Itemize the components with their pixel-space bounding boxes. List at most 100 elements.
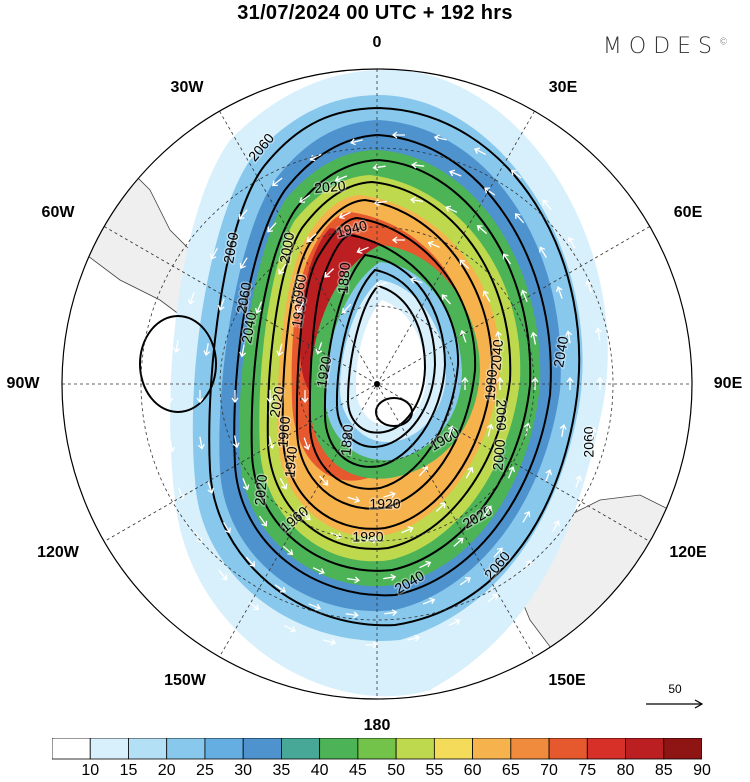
wind-vector-arrow: [279, 477, 288, 490]
wind-speed-shading: [170, 69, 608, 697]
wind-vector-arrow: [231, 390, 239, 404]
colorbar-swatch: [89, 738, 129, 760]
wind-vector-arrow: [596, 376, 604, 390]
contour-2060: [208, 106, 581, 627]
wind-vector-arrow: [312, 567, 325, 575]
wind-vector-arrow: [347, 496, 361, 504]
wind-vector-arrow: [245, 556, 256, 567]
wind-vector-arrow: [510, 169, 522, 179]
colorbar-swatch: [242, 738, 282, 760]
colorbar-swatch: [281, 738, 321, 760]
wind-vector-arrow: [520, 289, 528, 302]
colorbar-swatch: [357, 738, 397, 760]
wind-vector-arrow: [448, 169, 462, 177]
wind-vector-arrow: [585, 280, 592, 293]
wind-vector-arrow: [433, 134, 447, 142]
contour-1900: [335, 268, 437, 448]
wind-vector-arrow: [187, 292, 195, 305]
wind-vector-arrow: [239, 257, 248, 270]
contour-label: 1960: [274, 415, 293, 448]
wind-vector-arrow: [203, 343, 211, 357]
contour-label: 1880: [337, 423, 356, 456]
colorbar-swatch: [319, 738, 359, 760]
wind-vector-arrow: [356, 246, 369, 254]
colorbar-swatch: [548, 738, 588, 760]
colorbar-swatch: [472, 738, 512, 760]
wind-vector-arrow: [345, 611, 359, 619]
colorbar-tick-label: 75: [578, 762, 597, 779]
contour-1880: [346, 284, 427, 434]
wind-vector-arrow: [522, 510, 531, 523]
wind-vector-arrow: [341, 303, 352, 314]
wind-vector-arrow: [323, 638, 337, 646]
colorbar-swatches: [52, 738, 702, 760]
wind-vector-arrow: [465, 466, 474, 479]
colorbar-tick-label: 60: [463, 762, 482, 779]
colorbar-swatch: [166, 738, 206, 760]
wind-vector-arrow: [448, 618, 461, 627]
wind-vector-arrow: [223, 521, 231, 534]
lon-label-90e: 90E: [713, 375, 743, 392]
contour-label: 2060: [581, 426, 597, 457]
reference-vector-arrow: [646, 699, 704, 709]
wind-vector-arrow: [319, 475, 329, 486]
lon-label-120w: 120W: [37, 544, 79, 561]
brand-text: MODES: [602, 34, 719, 59]
wind-vector-arrow: [507, 466, 516, 479]
colorbar-tick-label: 30: [234, 762, 253, 779]
wind-vector-arrow: [589, 426, 597, 440]
contour-1980: [281, 198, 494, 530]
colorbar-swatch: [510, 738, 550, 760]
colorbar-tick-label: 90: [693, 762, 711, 779]
wind-vector-arrow: [242, 478, 250, 491]
contour-label: 2020: [251, 473, 270, 506]
wind-vector-arrow: [271, 177, 283, 187]
wind-vector-arrow: [210, 247, 218, 260]
wind-vector-arrow: [453, 537, 464, 547]
colorbar: 10 15 20 25 30 35 40 45 50 55 60 65 70 75 80 85 90: [52, 738, 711, 782]
colorbar-tick-label: 35: [272, 762, 291, 779]
wind-vector-arrow: [502, 253, 512, 265]
wind-vector-arrow: [447, 425, 455, 438]
colorbar-swatch: [204, 738, 244, 760]
colorbar-tick-label: 55: [425, 762, 444, 779]
wind-vector-arrow: [459, 577, 471, 586]
wind-vector-arrow: [207, 481, 215, 494]
brand-mark: ©: [719, 37, 728, 48]
contour-label: 1980: [481, 368, 500, 401]
wind-vector-arrow: [239, 344, 247, 358]
contour-isolated-pole: [375, 397, 413, 427]
wind-vector-arrow: [383, 491, 396, 499]
wind-vector-arrow: [435, 502, 446, 512]
contour-label: 2040: [487, 338, 506, 371]
wind-vector-arrow: [372, 163, 386, 171]
colorbar-swatch: [625, 738, 665, 760]
brand-logo: MODES©: [603, 34, 728, 59]
wind-vector-arrow: [391, 131, 405, 139]
wind-vector-arrow: [487, 593, 499, 603]
wind-vector-arrow: [401, 526, 414, 534]
south-pole-marker: [374, 381, 380, 387]
colorbar-swatch: [586, 738, 626, 760]
wind-vector-arrow: [278, 263, 287, 275]
colorbar-tick-label: 85: [654, 762, 673, 779]
contour-label: 2000: [489, 438, 508, 471]
wind-vector-arrow: [441, 294, 451, 305]
wind-vector-arrow: [296, 301, 305, 314]
wind-vector-arrow: [349, 138, 363, 146]
wind-vector-arrow: [173, 340, 181, 354]
colorbar-tick-label: 20: [157, 762, 176, 779]
colorbar-tick-label: 40: [310, 762, 329, 779]
wind-vector-arrow: [258, 515, 268, 527]
wind-vector-arrow: [196, 390, 204, 404]
contour-label: 2060: [220, 231, 241, 265]
wind-vector-arrow: [303, 437, 311, 451]
wind-vector-arrow: [315, 342, 323, 355]
wind-vector-arrow: [542, 199, 552, 211]
wind-vector-arrow: [254, 301, 263, 314]
colorbar-swatch: [395, 738, 435, 760]
wind-vector-arrow: [217, 298, 225, 311]
wind-vector-arrow: [555, 286, 563, 299]
wind-vector-arrow: [427, 240, 440, 248]
wind-vector-arrow: [445, 205, 458, 213]
